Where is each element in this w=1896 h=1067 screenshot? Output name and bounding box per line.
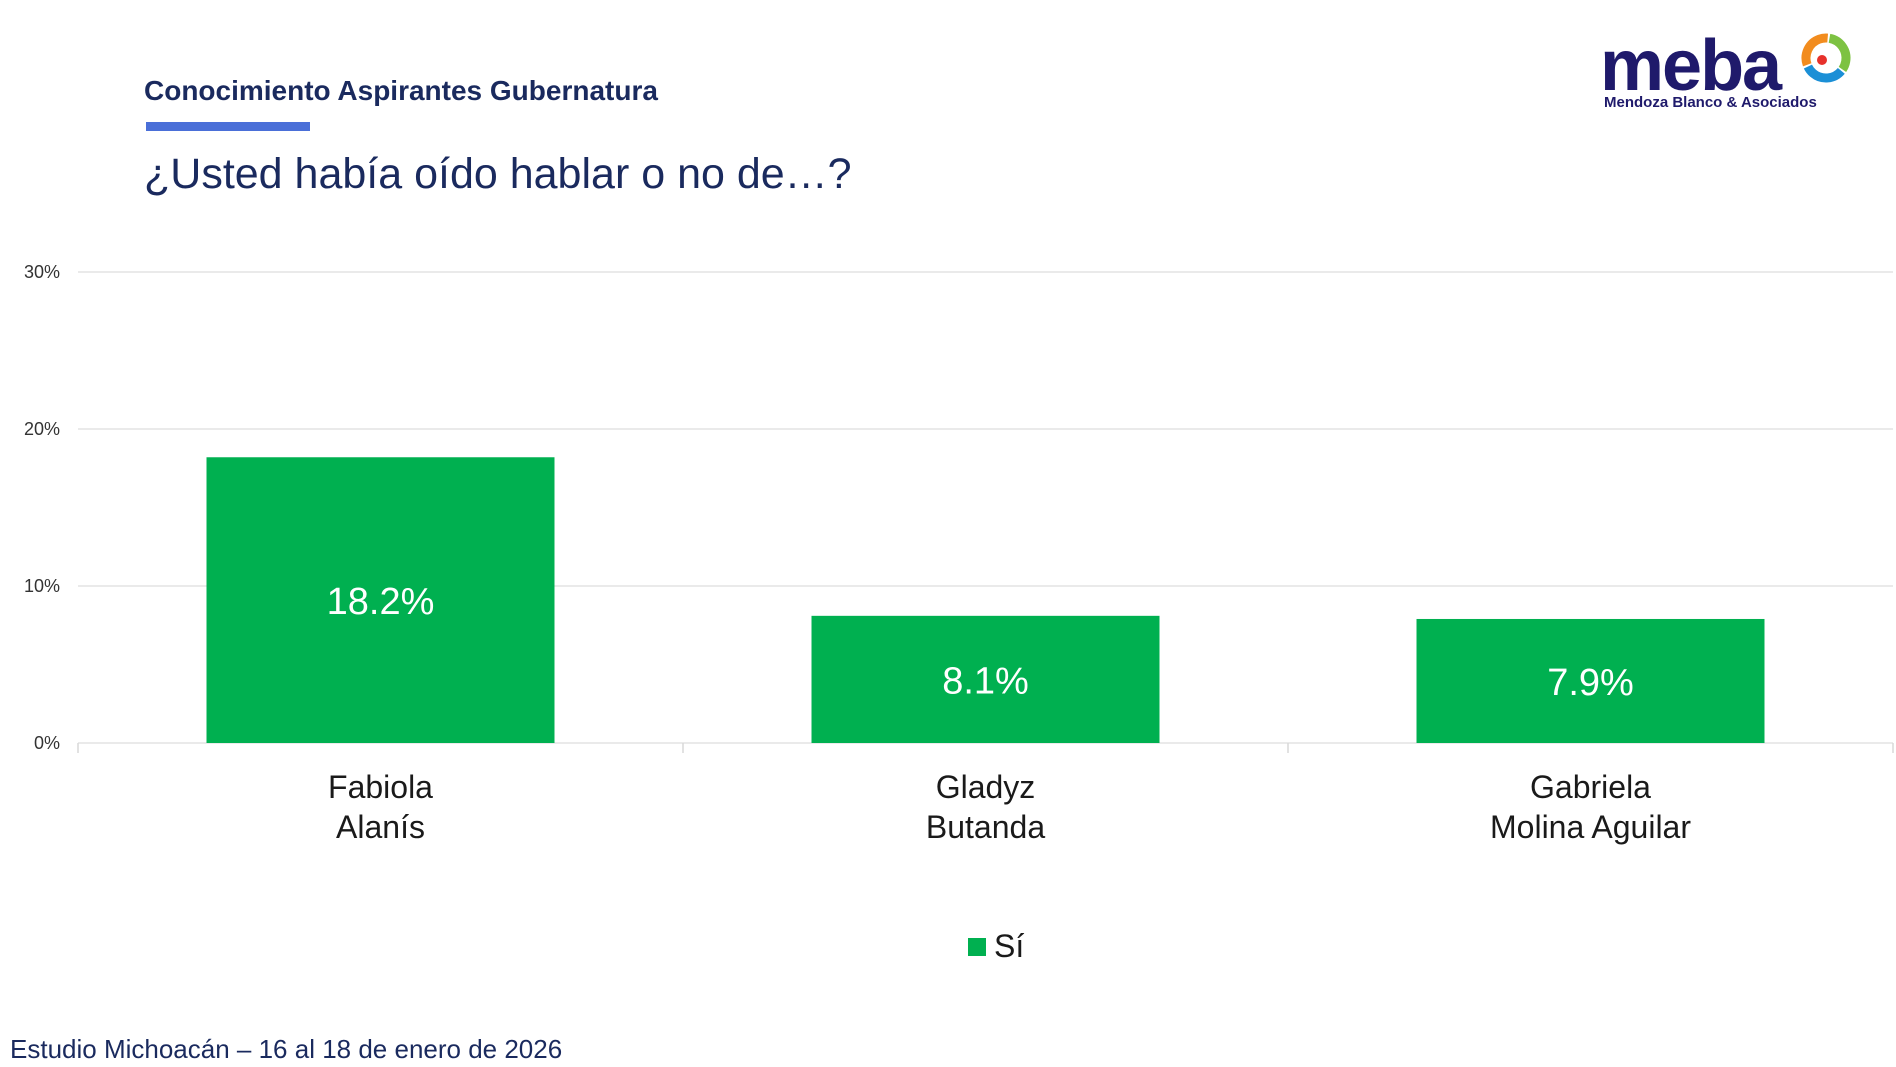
y-tick-label: 20% — [24, 419, 60, 439]
category-label: Butanda — [926, 809, 1045, 845]
y-tick-label: 0% — [34, 733, 60, 753]
bar — [811, 615, 1160, 743]
category-label: Molina Aguilar — [1490, 809, 1691, 845]
category-label: Gladyz — [936, 769, 1036, 805]
y-tick-label: 30% — [24, 262, 60, 282]
category-label: Alanís — [336, 809, 425, 845]
meba-logo: meba Mendoza Blanco & Asociados — [1600, 26, 1860, 112]
bar-value-label: 7.9% — [1547, 662, 1634, 704]
bar — [1416, 618, 1765, 743]
category-label: Gabriela — [1530, 769, 1651, 805]
legend-label: Sí — [994, 928, 1025, 964]
logo-wordmark: meba — [1600, 26, 1782, 106]
bar-value-label: 8.1% — [942, 660, 1029, 702]
title-underline — [146, 122, 310, 131]
survey-question: ¿Usted había oído hablar o no de…? — [144, 150, 852, 198]
y-tick-label: 10% — [24, 576, 60, 596]
logo-mark-icon — [1801, 33, 1851, 83]
section-title: Conocimiento Aspirantes Gubernatura — [144, 75, 658, 106]
category-label: Fabiola — [328, 769, 433, 805]
bar — [206, 457, 555, 743]
study-footer: Estudio Michoacán – 16 al 18 de enero de… — [10, 1034, 563, 1064]
bar-value-label: 18.2% — [327, 581, 435, 623]
legend-swatch — [968, 937, 986, 956]
bar-chart: 0% 10% 20% 30% 18.2% Fabiola Alanís 8.1% Gladyz B… — [24, 262, 1894, 845]
chart-legend: Sí — [968, 928, 1024, 965]
logo-subtitle: Mendoza Blanco & Asociados — [1604, 94, 1817, 111]
